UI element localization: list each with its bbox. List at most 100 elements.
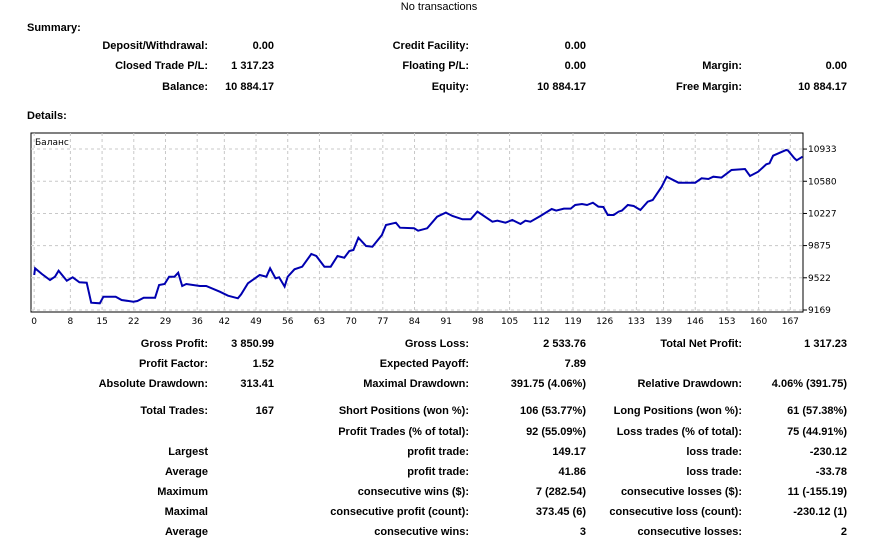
details-row-8-label-2: consecutive profit (count): (330, 506, 469, 518)
details-row-0-value-3: 1 317.23 (804, 338, 847, 350)
details-row-0-label-3: Total Net Profit: (660, 338, 742, 350)
summary-row-1-label-2: Floating P/L: (402, 60, 469, 72)
no-transactions-notice: No transactions (400, 1, 478, 13)
details-row-2-label-1: Absolute Drawdown: (98, 378, 208, 390)
details-row-9-label-3: consecutive losses: (637, 526, 742, 538)
x-tick-label: 0 (31, 317, 37, 327)
summary-heading: Summary: (27, 22, 81, 34)
details-row-9-label-1: Average (164, 526, 208, 538)
details-row-4-value-3: 75 (44.91%) (787, 426, 847, 438)
x-tick-label: 22 (128, 317, 139, 327)
details-row-2-label-2: Maximal Drawdown: (363, 378, 469, 390)
x-tick-label: 139 (655, 317, 672, 327)
x-tick-label: 84 (409, 317, 421, 327)
details-row-7-value-2: 7 (282.54) (535, 486, 586, 498)
summary-row-1-label-1: Closed Trade P/L: (115, 60, 208, 72)
balance-line (33, 148, 804, 305)
details-row-2-value-1: 313.41 (240, 378, 274, 390)
details-row-4-label-3: Loss trades (% of total): (616, 426, 742, 438)
summary-row-1-value-1: 1 317.23 (231, 60, 274, 72)
summary-row-2-value-1: 10 884.17 (225, 81, 274, 93)
x-tick-label: 153 (718, 317, 735, 327)
summary-row-0-label-2: Credit Facility: (392, 40, 469, 52)
balance-chart: Баланс 0 8 15 22 29 36 42 49 56 63 70 77 84 91 98 105 11… (30, 132, 837, 327)
y-tick-label: 10580 (808, 177, 837, 187)
x-tick-label: 167 (782, 317, 799, 327)
details-row-3-value-1: 167 (255, 405, 274, 417)
details-row-2-value-3: 4.06% (391.75) (771, 378, 847, 390)
details-row-6-label-3: loss trade: (686, 466, 742, 478)
summary-row-2-value-2: 10 884.17 (537, 81, 586, 93)
details-row-3-value-2: 106 (53.77%) (519, 405, 586, 417)
details-row-7-label-2: consecutive wins ($): (357, 486, 469, 498)
x-tick-label: 36 (191, 317, 203, 327)
x-tick-label: 15 (96, 317, 107, 327)
details-row-0-label-2: Gross Loss: (404, 338, 469, 350)
details-row-1-value-1: 1.52 (252, 358, 274, 370)
details-row-5-label-2: profit trade: (407, 446, 469, 458)
x-tick-label: 77 (377, 317, 388, 327)
x-tick-label: 91 (440, 317, 451, 327)
details-row-0-label-1: Gross Profit: (140, 338, 208, 350)
details-row-0-value-2: 2 533.76 (543, 338, 586, 350)
details-row-6-label-2: profit trade: (407, 466, 469, 478)
details-row-7-label-3: consecutive losses ($): (620, 486, 742, 498)
x-tick-label: 160 (750, 317, 767, 327)
x-tick-label: 56 (282, 317, 294, 327)
details-row-5-value-3: -230.12 (809, 446, 847, 458)
x-tick-label: 42 (219, 317, 230, 327)
x-tick-label: 49 (250, 317, 262, 327)
chart-title: Баланс (35, 138, 69, 148)
details-row-1-value-2: 7.89 (564, 358, 586, 370)
x-tick-label: 70 (345, 317, 357, 327)
details-row-5-label-1: Largest (168, 446, 208, 458)
details-row-9-label-2: consecutive wins: (374, 526, 469, 538)
summary-row-2-label-2: Equity: (431, 81, 469, 93)
x-tick-label: 98 (472, 317, 484, 327)
summary-row-0-value-1: 0.00 (252, 40, 274, 52)
details-row-8-label-1: Maximal (164, 506, 208, 518)
summary-row-2-value-3: 10 884.17 (798, 81, 847, 93)
x-tick-label: 29 (160, 317, 172, 327)
details-row-3-label-2: Short Positions (won %): (338, 405, 469, 417)
summary-row-1-value-3: 0.00 (825, 60, 847, 72)
details-row-3-label-3: Long Positions (won %): (613, 405, 742, 417)
details-row-5-label-3: loss trade: (686, 446, 742, 458)
details-row-4-value-2: 92 (55.09%) (526, 426, 586, 438)
x-tick-label: 119 (564, 317, 581, 327)
x-tick-label: 133 (628, 317, 645, 327)
x-tick-label: 8 (68, 317, 74, 327)
y-tick-label: 9875 (808, 242, 831, 252)
details-row-8-label-3: consecutive loss (count): (609, 506, 742, 518)
y-tick-label: 9169 (808, 306, 831, 316)
details-row-7-value-3: 11 (-155.19) (787, 486, 847, 498)
details-row-9-value-3: 2 (840, 526, 847, 538)
x-tick-label: 63 (314, 317, 325, 327)
y-tick-label: 10227 (808, 209, 837, 219)
details-row-4-label-2: Profit Trades (% of total): (338, 426, 469, 438)
details-row-8-value-2: 373.45 (6) (535, 506, 586, 518)
summary-row-1-value-2: 0.00 (564, 60, 586, 72)
details-row-6-value-3: -33.78 (815, 466, 847, 478)
y-tick-label: 10933 (808, 145, 837, 155)
details-row-9-value-2: 3 (579, 526, 586, 538)
summary-row-0-value-2: 0.00 (564, 40, 586, 52)
x-tick-label: 126 (596, 317, 613, 327)
details-row-7-label-1: Maximum (157, 486, 208, 498)
summary-row-2-label-1: Balance: (162, 81, 208, 93)
details-row-8-value-3: -230.12 (1) (793, 506, 847, 518)
details-heading: Details: (27, 110, 67, 122)
details-row-2-value-2: 391.75 (4.06%) (510, 378, 586, 390)
x-tick-label: 105 (501, 317, 518, 327)
details-row-6-value-2: 41.86 (558, 466, 586, 478)
details-row-1-label-2: Expected Payoff: (379, 358, 469, 370)
details-row-2-label-3: Relative Drawdown: (637, 378, 742, 390)
details-row-5-value-2: 149.17 (552, 446, 586, 458)
x-tick-label: 146 (687, 317, 704, 327)
y-tick-label: 9522 (808, 274, 831, 284)
details-row-0-value-1: 3 850.99 (231, 338, 274, 350)
summary-row-0-label-1: Deposit/Withdrawal: (102, 40, 208, 52)
details-row-6-label-1: Average (164, 466, 208, 478)
details-row-1-label-1: Profit Factor: (138, 358, 208, 370)
x-tick-label: 112 (533, 317, 550, 327)
